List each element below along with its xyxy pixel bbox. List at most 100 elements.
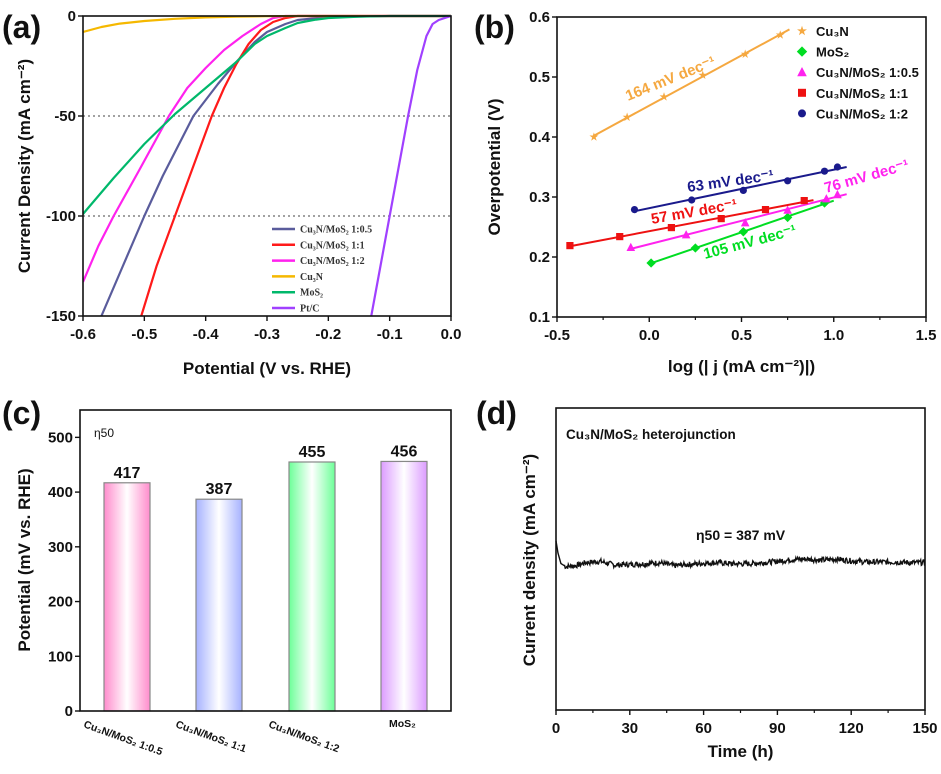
x-tick-label: 150 (912, 720, 937, 737)
panel-a (83, 14, 452, 316)
marker-star (775, 30, 785, 39)
bar-1 (195, 498, 243, 712)
panel-c-frame (79, 409, 452, 712)
panel-a-frame (82, 15, 452, 317)
legend-label: Cu₃N/MoS₂ 1:1 (300, 240, 365, 251)
marker-square (761, 206, 770, 214)
y-tick-label: 0.6 (529, 9, 550, 26)
y-tick-label: 400 (48, 484, 73, 501)
marker-triangle (797, 67, 807, 77)
panel-d (555, 540, 926, 570)
marker-circle (630, 206, 639, 214)
y-tick-label: 0.5 (529, 69, 550, 86)
y-tick-label: 200 (48, 594, 73, 611)
y-tick-label: 300 (48, 539, 73, 556)
eta50-annotation: η50 (94, 426, 114, 440)
y-tick-label: -100 (46, 208, 76, 225)
bar-value-label: 456 (391, 443, 418, 460)
x-category-label: Cu₃N/MoS₂ 1:0.5 (82, 719, 164, 759)
bar-2 (288, 461, 336, 712)
x-tick-label: -0.5 (131, 326, 157, 343)
fit-line-2 (630, 193, 847, 250)
panel-label: (d) (476, 395, 517, 431)
legend-label: Cu₃N/MoS₂ 1:2 (816, 106, 908, 121)
series-line-1 (140, 14, 451, 316)
fit-line-0 (593, 28, 790, 137)
marker-circle (784, 177, 792, 185)
y-axis-label: Overpotential (V) (485, 99, 504, 236)
marker-square (667, 224, 675, 232)
x-tick-label: -0.1 (377, 326, 403, 343)
x-tick-label: -0.2 (315, 326, 341, 343)
x-tick-label: 0.0 (639, 327, 660, 344)
x-tick-label: -0.6 (70, 326, 96, 343)
y-tick-label: 500 (48, 429, 73, 446)
y-tick-label: -50 (54, 108, 76, 125)
marker-circle (739, 186, 747, 194)
legend-label: Cu₃N/MoS₂ 1:0.5 (816, 65, 919, 80)
y-tick-label: 100 (48, 648, 73, 665)
legend-label: MoS₂ (300, 288, 323, 299)
marker-star (622, 112, 632, 121)
marker-diamond (796, 46, 808, 57)
x-tick-label: 0.5 (731, 327, 752, 344)
bar-0 (103, 482, 151, 712)
fit-line-3 (569, 199, 814, 248)
marker-circle (688, 196, 696, 204)
legend-label: Cu₃N/MoS₂ 1:0.5 (300, 225, 372, 236)
x-tick-label: 30 (621, 720, 638, 737)
y-axis-label: Current density (mA cm⁻²) (520, 454, 539, 666)
marker-triangle (626, 242, 636, 251)
x-category-label: MoS₂ (389, 718, 416, 730)
marker-diamond (738, 227, 749, 237)
panel-label: (a) (2, 9, 41, 45)
y-tick-label: 0.1 (529, 309, 550, 326)
panel-c (103, 460, 428, 712)
bar-value-label: 417 (114, 465, 141, 482)
marker-star (589, 132, 599, 141)
y-tick-label: 0.3 (529, 189, 550, 206)
eta50-annotation: η50 = 387 mV (696, 527, 786, 543)
x-tick-label: -0.4 (193, 326, 220, 343)
x-category-label: Cu₃N/MoS₂ 1:1 (174, 719, 248, 756)
marker-triangle (681, 230, 691, 239)
y-tick-label: 0 (65, 703, 73, 720)
x-tick-label: 0.0 (441, 326, 462, 343)
x-tick-label: 90 (769, 720, 786, 737)
marker-star (698, 70, 708, 79)
marker-diamond (782, 212, 793, 223)
series-line-5 (370, 14, 452, 316)
marker-triangle (822, 194, 831, 203)
y-axis-label: Current Density (mA cm⁻²) (15, 59, 34, 273)
bar-3 (380, 460, 428, 712)
y-tick-label: 0 (68, 8, 76, 25)
legend-label: Pt/C (300, 304, 319, 315)
marker-square (566, 242, 574, 250)
x-tick-label: -0.3 (254, 326, 280, 343)
slope-annotation: 164 mV dec⁻¹ (623, 53, 718, 105)
y-tick-label: 0.2 (529, 249, 550, 266)
x-tick-label: -0.5 (544, 327, 570, 344)
marker-square (616, 233, 624, 241)
x-tick-label: 0 (552, 720, 560, 737)
x-category-label: Cu₃N/MoS₂ 1:2 (267, 719, 341, 756)
panel-label: (b) (474, 9, 515, 45)
marker-square (800, 197, 808, 205)
x-tick-label: 1.0 (823, 327, 844, 344)
legend-label: Cu₃N/MoS₂ 1:1 (816, 86, 908, 101)
legend-label: Cu₃N (300, 272, 324, 283)
marker-triangle (783, 205, 792, 214)
bar-value-label: 455 (299, 444, 326, 461)
legend-label: Cu₃N/MoS₂ 1:2 (300, 256, 365, 267)
y-tick-label: -150 (46, 308, 76, 325)
series-line-2 (83, 14, 451, 283)
y-tick-label: 0.4 (529, 129, 551, 146)
x-tick-label: 60 (695, 720, 712, 737)
series-line-3 (83, 14, 451, 34)
marker-star (797, 25, 807, 36)
series-line-4 (83, 14, 451, 215)
marker-circle (820, 167, 829, 175)
marker-star (740, 49, 750, 58)
marker-diamond (690, 243, 701, 253)
